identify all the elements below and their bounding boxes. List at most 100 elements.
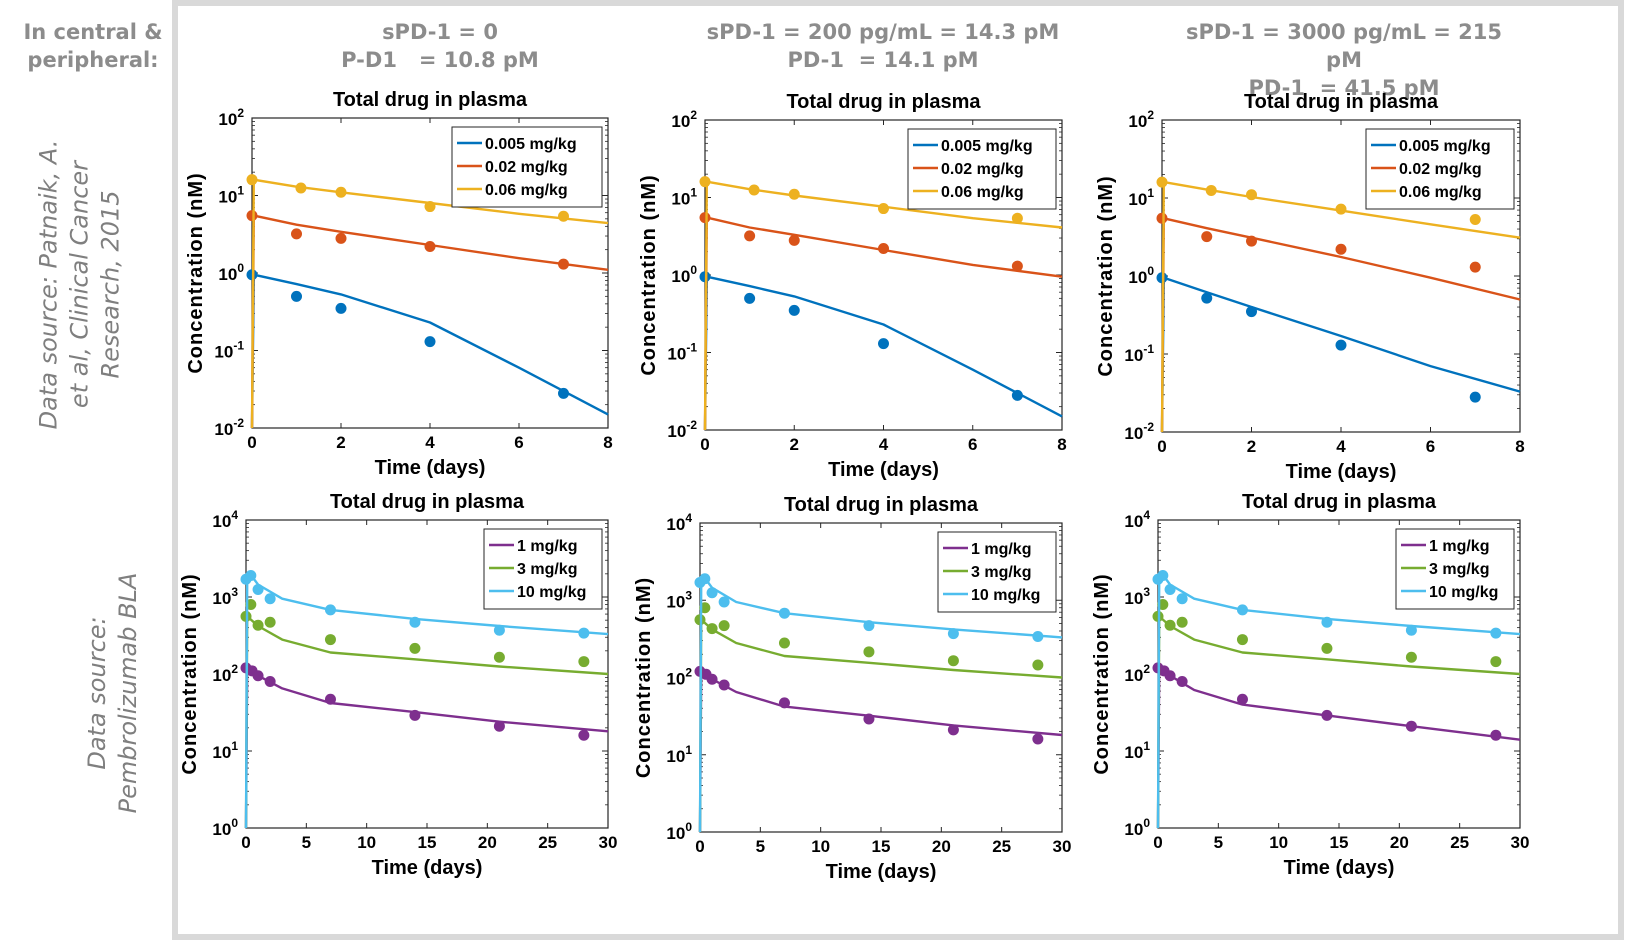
- data-point: [1176, 593, 1188, 605]
- x-axis-label: Time (days): [372, 857, 483, 879]
- x-tick-label: 6: [514, 433, 523, 452]
- y-tick-label: 100: [666, 820, 692, 843]
- data-point: [252, 670, 264, 682]
- data-point: [295, 182, 307, 194]
- chart-3: Total drug in plasma 0 2 4 6 8 10-2 10-1 100 101 1…: [1095, 91, 1525, 483]
- y-tick-label: 104: [666, 511, 692, 534]
- chart-title: Total drug in plasma: [333, 89, 528, 111]
- x-tick-label: 10: [811, 837, 830, 856]
- y-tick-label: 102: [666, 666, 692, 689]
- data-point: [1490, 627, 1502, 639]
- x-tick-label: 8: [1057, 435, 1066, 454]
- data-point: [1490, 729, 1502, 741]
- chart-5: Total drug in plasma 0 5 10 15 20 25 30 100 101 10…: [633, 494, 1071, 883]
- y-axis-label: Concentration (nM): [185, 172, 207, 373]
- x-tick-label: 5: [1214, 833, 1223, 852]
- column-header-1-line2: P-D1 = 10.8 pM: [341, 48, 539, 72]
- data-point: [699, 212, 711, 224]
- x-tick-label: 4: [1336, 437, 1346, 456]
- x-tick-label: 20: [932, 837, 951, 856]
- x-tick-label: 4: [879, 435, 889, 454]
- data-point: [409, 709, 421, 721]
- x-tick-label: 0: [1157, 437, 1166, 456]
- y-tick-label: 104: [212, 508, 238, 531]
- x-tick-label: 5: [302, 833, 311, 852]
- legend-entry: 0.005 mg/kg: [485, 136, 577, 153]
- data-point: [424, 336, 436, 348]
- data-point: [252, 619, 264, 631]
- x-axis-label: Time (days): [1284, 857, 1395, 879]
- data-point: [878, 242, 889, 254]
- legend: 0.005 mg/kg 0.02 mg/kg 0.06 mg/kg: [451, 126, 603, 208]
- data-point: [1246, 189, 1257, 201]
- data-point: [1405, 651, 1417, 663]
- data-point: [324, 693, 336, 705]
- y-tick-label: 101: [1124, 739, 1150, 762]
- legend-entry: 10 mg/kg: [971, 587, 1040, 604]
- y-tick-label: 103: [212, 585, 238, 608]
- x-axis-label: Time (days): [826, 861, 937, 883]
- x-tick-label: 0: [700, 435, 709, 454]
- x-tick-label: 25: [992, 837, 1011, 856]
- chart-4: Total drug in plasma 0 5 10 15 20 25 30 100 101 10…: [179, 491, 617, 879]
- data-point: [1156, 212, 1168, 224]
- y-tick-label: 101: [212, 739, 238, 762]
- x-tick-label: 4: [425, 433, 435, 452]
- y-axis-label: Concentration (nM): [633, 577, 655, 778]
- data-point: [1490, 656, 1502, 668]
- y-tick-label: 102: [1124, 662, 1150, 685]
- data-point: [324, 634, 336, 646]
- y-tick-label: 102: [218, 106, 244, 129]
- data-point: [252, 584, 264, 596]
- data-point: [863, 646, 875, 658]
- data-point: [1156, 176, 1168, 188]
- data-point: [1469, 214, 1481, 226]
- x-tick-label: 8: [603, 433, 612, 452]
- data-point: [788, 188, 800, 200]
- y-tick-label: 103: [1124, 585, 1150, 608]
- x-axis-label: Time (days): [375, 457, 486, 479]
- y-tick-label: 10-1: [214, 339, 244, 362]
- y-tick-label: 10-2: [1124, 420, 1154, 443]
- x-tick-label: 0: [247, 433, 256, 452]
- data-point: [947, 655, 959, 667]
- data-point: [1469, 261, 1481, 273]
- x-tick-label: 30: [1511, 833, 1530, 852]
- data-point: [1236, 634, 1248, 646]
- column-header-3-line3: PD-1 = 41.5 pM: [1248, 76, 1440, 100]
- data-point: [1246, 235, 1257, 247]
- data-point: [1157, 570, 1169, 582]
- legend: 1 mg/kg 3 mg/kg 10 mg/kg: [483, 528, 603, 610]
- legend-entry: 0.06 mg/kg: [485, 182, 568, 199]
- x-tick-label: 15: [1330, 833, 1349, 852]
- data-point: [245, 570, 257, 582]
- data-point: [947, 724, 959, 736]
- data-point: [1335, 339, 1347, 351]
- y-tick-label: 104: [1124, 508, 1150, 531]
- data-point: [699, 573, 711, 585]
- data-point: [706, 623, 718, 635]
- x-tick-label: 10: [1269, 833, 1288, 852]
- data-point: [1011, 260, 1023, 272]
- data-point: [778, 637, 790, 649]
- x-tick-label: 30: [1053, 837, 1072, 856]
- y-tick-label: 10-2: [667, 418, 697, 441]
- data-point: [1164, 619, 1176, 631]
- x-tick-label: 25: [1450, 833, 1469, 852]
- left-label-panel: [0, 0, 172, 946]
- data-point: [424, 201, 436, 213]
- data-point: [718, 620, 730, 632]
- data-point: [744, 292, 756, 304]
- x-axis-label: Time (days): [1286, 461, 1397, 483]
- y-tick-label: 100: [671, 263, 697, 286]
- legend-entry: 1 mg/kg: [1429, 538, 1489, 555]
- chart-1: Total drug in plasma 0 2 4 6 8 10-2 10-1 100 101 1…: [185, 89, 613, 479]
- data-point: [778, 607, 790, 619]
- data-point: [291, 228, 302, 240]
- data-point: [1321, 616, 1333, 628]
- data-point: [778, 697, 790, 709]
- legend-entry: 0.02 mg/kg: [485, 159, 568, 176]
- y-axis-label: Concentration (nM): [1091, 573, 1113, 774]
- data-point: [493, 720, 505, 732]
- data-point: [264, 593, 276, 605]
